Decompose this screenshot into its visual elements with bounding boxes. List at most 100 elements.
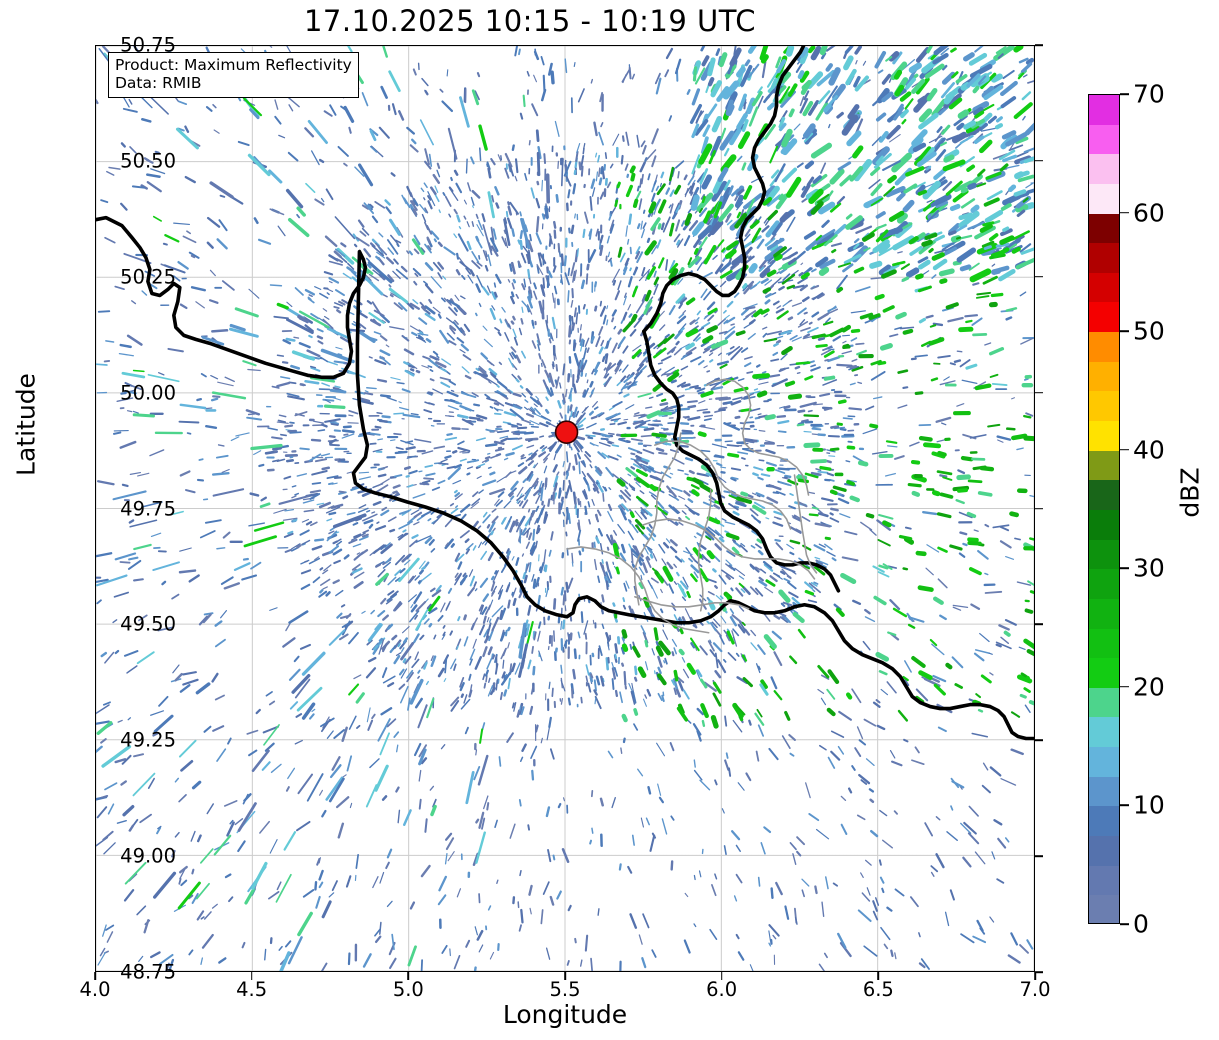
echo-streak: [429, 378, 435, 382]
echo-streak: [893, 106, 905, 121]
echo-streak: [978, 74, 987, 85]
echo-streak: [569, 404, 573, 412]
echo-streak: [521, 553, 525, 557]
echo-streak: [634, 411, 640, 415]
echo-streak: [766, 237, 785, 250]
echo-streak: [492, 228, 497, 240]
echo-streak: [391, 634, 398, 641]
echo-streak: [636, 134, 640, 148]
echo-streak: [304, 324, 314, 333]
echo-streak: [893, 69, 903, 80]
echo-streak: [543, 549, 547, 564]
echo-streak: [141, 117, 152, 123]
echo-streak: [199, 530, 216, 539]
echo-streak: [863, 945, 878, 957]
echo-streak: [515, 521, 519, 527]
echo-streak: [1023, 147, 1034, 154]
echo-streak: [325, 506, 341, 514]
echo-streak: [819, 392, 831, 397]
echo-streak: [477, 219, 483, 231]
echo-streak: [869, 260, 883, 269]
echo-streak: [784, 710, 791, 721]
echo-streak: [685, 457, 694, 462]
echo-streak: [385, 861, 390, 870]
echo-streak: [576, 414, 583, 423]
echo-streak: [475, 235, 480, 242]
echo-streak: [121, 483, 129, 488]
echo-streak: [448, 380, 456, 386]
echo-streak: [781, 735, 791, 749]
echo-streak: [209, 269, 216, 277]
echo-streak: [614, 653, 618, 660]
echo-streak: [328, 280, 333, 284]
echo-streak: [1002, 154, 1018, 163]
echo-streak: [905, 267, 920, 278]
echo-streak: [732, 702, 744, 719]
echo-streak: [426, 225, 433, 235]
echo-streak: [721, 247, 726, 253]
echo-streak: [322, 586, 328, 590]
echo-streak: [335, 589, 344, 597]
echo-streak: [758, 377, 770, 381]
echo-streak: [502, 421, 512, 425]
echo-streak: [218, 957, 227, 964]
echo-streak: [216, 547, 226, 550]
echo-streak: [119, 440, 137, 449]
echo-streak: [294, 411, 308, 417]
echo-streak: [737, 188, 745, 196]
echo-streak: [984, 572, 989, 576]
echo-streak: [775, 881, 783, 896]
echo-streak: [323, 564, 332, 572]
echo-streak: [958, 511, 973, 519]
echo-streak: [505, 548, 510, 554]
echo-streak: [474, 588, 478, 592]
echo-streak: [789, 655, 798, 665]
echo-streak: [854, 75, 870, 92]
echo-streak: [515, 354, 521, 364]
echo-streak: [626, 381, 632, 386]
echo-streak: [693, 874, 696, 881]
echo-streak: [655, 185, 660, 191]
echo-streak: [807, 409, 813, 413]
echo-streak: [560, 679, 566, 692]
echo-streak: [328, 511, 337, 516]
echo-streak: [173, 222, 190, 226]
echo-streak: [487, 254, 492, 267]
echo-streak: [881, 91, 894, 103]
echo-streak: [582, 490, 588, 500]
echo-streak: [596, 412, 603, 417]
echo-streak: [629, 643, 633, 650]
echo-streak: [351, 563, 361, 571]
echo-streak: [795, 250, 806, 260]
echo-streak: [216, 238, 228, 250]
echo-streak: [583, 489, 588, 497]
echo-streak: [149, 449, 165, 457]
echo-streak: [695, 317, 700, 322]
echo-streak: [316, 328, 324, 333]
echo-streak: [595, 536, 600, 544]
echo-streak: [260, 496, 267, 502]
echo-streak: [976, 182, 987, 188]
echo-streak: [550, 332, 554, 342]
echo-streak: [995, 641, 1012, 650]
echo-streak: [846, 130, 862, 147]
echo-streak: [563, 639, 568, 647]
echo-streak: [477, 463, 486, 468]
echo-streak: [96, 745, 103, 754]
echo-streak: [976, 291, 992, 296]
echo-streak: [725, 593, 731, 602]
echo-streak: [402, 529, 407, 533]
echo-streak: [851, 765, 856, 771]
echo-streak: [795, 528, 802, 533]
echo-streak: [377, 610, 386, 618]
echo-streak: [628, 605, 634, 616]
echo-streak: [883, 943, 889, 950]
echo-streak: [463, 323, 471, 333]
radar-map-plot[interactable]: Product: Maximum Reflectivity Data: RMIB: [95, 45, 1035, 972]
echo-streak: [565, 388, 568, 398]
echo-streak: [206, 216, 221, 228]
echo-streak: [829, 202, 842, 213]
echo-streak: [607, 750, 614, 759]
echo-streak: [776, 517, 781, 520]
echo-streak: [928, 337, 945, 346]
